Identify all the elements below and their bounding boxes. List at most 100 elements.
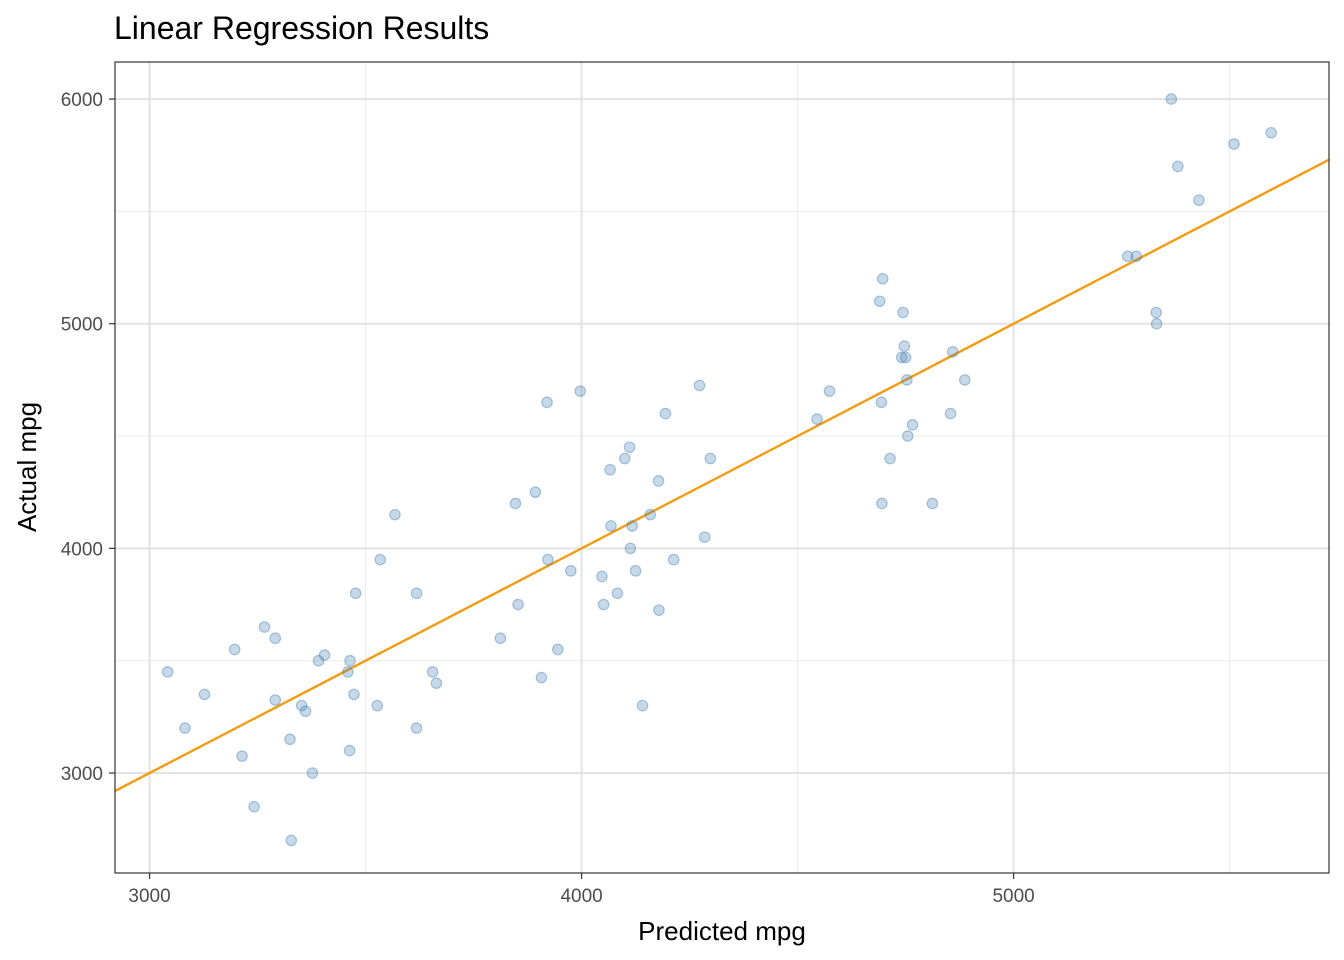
data-point	[704, 452, 717, 465]
x-axis-title: Predicted mpg	[638, 916, 806, 946]
data-point	[535, 671, 548, 684]
data-point	[926, 497, 939, 510]
data-point	[899, 351, 912, 364]
data-point	[823, 385, 836, 397]
y-axis-title: Actual mpg	[12, 402, 42, 532]
data-point	[564, 565, 577, 577]
data-point	[389, 508, 401, 521]
data-point	[541, 396, 553, 409]
data-point	[1171, 160, 1184, 173]
data-point	[509, 497, 522, 510]
data-point	[944, 407, 957, 420]
data-point	[494, 632, 507, 645]
data-point	[901, 374, 913, 386]
data-point	[884, 452, 896, 465]
data-point	[306, 767, 319, 779]
data-point	[1193, 194, 1205, 206]
fit-layer	[114, 158, 1330, 793]
data-point	[542, 553, 554, 566]
data-point	[198, 688, 211, 701]
data-point	[430, 677, 443, 689]
data-point	[652, 475, 665, 487]
data-point	[295, 699, 308, 712]
data-point	[596, 570, 608, 583]
data-point	[552, 643, 564, 656]
x-tick-label: 4000	[560, 886, 602, 907]
data-point	[604, 463, 616, 476]
data-point	[574, 385, 587, 397]
data-point	[659, 407, 672, 420]
data-point	[236, 750, 248, 762]
data-point	[605, 520, 617, 532]
y-tick-label: 5000	[61, 315, 103, 336]
data-point	[946, 346, 959, 358]
data-point	[410, 587, 423, 600]
data-point	[342, 666, 354, 678]
chart-title: Linear Regression Results	[114, 10, 489, 46]
regression-line	[114, 158, 1330, 793]
data-point	[269, 694, 282, 706]
data-point	[597, 598, 610, 611]
plot-background	[115, 62, 1329, 873]
data-point	[626, 520, 638, 532]
data-point	[897, 306, 909, 319]
data-point	[901, 430, 914, 442]
data-point	[410, 722, 423, 734]
data-point	[623, 441, 636, 454]
y-tick-label: 3000	[61, 764, 103, 785]
data-point	[374, 553, 387, 566]
ticks-layer: 3000 4000 5000 3000 4000 5000 6000	[61, 90, 1035, 907]
data-point	[624, 542, 637, 555]
data-point	[618, 452, 631, 465]
x-tick-label: 3000	[128, 886, 170, 907]
data-point	[269, 632, 282, 645]
y-tick-label: 6000	[61, 90, 103, 111]
data-point	[906, 419, 919, 431]
plot-border	[114, 61, 1330, 874]
data-point	[1228, 138, 1240, 150]
data-point	[285, 834, 298, 847]
data-point	[529, 486, 542, 499]
data-point	[299, 705, 312, 718]
data-point	[876, 497, 888, 510]
data-point	[629, 565, 642, 577]
data-point	[1121, 250, 1134, 263]
grid-layer	[115, 62, 1329, 873]
data-point	[1265, 126, 1277, 139]
data-point	[653, 604, 665, 616]
data-point	[179, 722, 191, 734]
data-point	[667, 553, 680, 566]
data-point	[875, 396, 888, 409]
data-point	[811, 413, 823, 425]
data-point	[371, 699, 384, 712]
data-point	[898, 340, 911, 352]
data-point	[349, 587, 362, 600]
data-point	[958, 374, 971, 386]
data-point	[873, 295, 886, 308]
data-point	[348, 688, 360, 701]
data-point	[258, 621, 271, 633]
data-point	[512, 598, 524, 611]
data-point	[876, 272, 889, 285]
data-point	[693, 379, 706, 392]
data-point	[698, 531, 711, 543]
data-point	[426, 666, 439, 678]
data-point	[1165, 93, 1178, 105]
data-point	[895, 351, 908, 364]
y-tick-label: 4000	[61, 539, 103, 560]
data-point	[1130, 250, 1143, 263]
data-point	[644, 508, 657, 521]
points-layer	[161, 93, 1277, 847]
data-point	[228, 643, 241, 656]
data-point	[1150, 306, 1162, 319]
data-point	[161, 666, 174, 678]
data-point	[343, 744, 356, 757]
data-point	[312, 654, 325, 667]
data-point	[284, 733, 296, 746]
data-point	[611, 587, 624, 600]
data-point	[318, 649, 331, 661]
data-point	[1150, 317, 1163, 330]
data-point	[636, 699, 649, 712]
x-tick-label: 5000	[992, 886, 1034, 907]
